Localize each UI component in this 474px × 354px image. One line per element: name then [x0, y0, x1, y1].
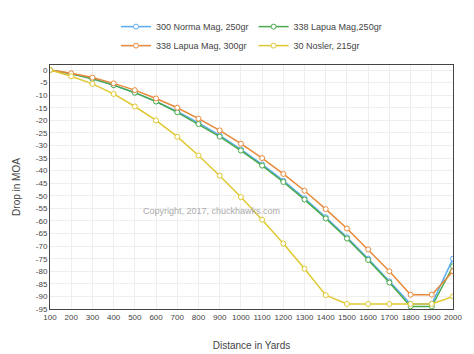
svg-text:1900: 1900	[423, 313, 441, 322]
svg-text:600: 600	[149, 313, 163, 322]
svg-text:200: 200	[65, 313, 79, 322]
svg-text:-85: -85	[36, 280, 48, 289]
svg-text:-95: -95	[36, 305, 48, 314]
svg-text:1300: 1300	[296, 313, 314, 322]
svg-text:-25: -25	[36, 129, 48, 138]
svg-text:-20: -20	[36, 116, 48, 125]
svg-text:-40: -40	[36, 166, 48, 175]
svg-text:-50: -50	[36, 192, 48, 201]
svg-text:-60: -60	[36, 217, 48, 226]
svg-text:900: 900	[213, 313, 227, 322]
svg-text:300: 300	[86, 313, 100, 322]
svg-text:Drop in MOA: Drop in MOA	[11, 158, 22, 216]
svg-text:400: 400	[107, 313, 121, 322]
svg-text:1500: 1500	[338, 313, 356, 322]
svg-text:0: 0	[43, 66, 48, 75]
svg-text:-65: -65	[36, 229, 48, 238]
svg-text:Distance in Yards: Distance in Yards	[213, 340, 290, 351]
svg-text:-5: -5	[40, 78, 48, 87]
svg-text:1700: 1700	[380, 313, 398, 322]
svg-text:-90: -90	[36, 292, 48, 301]
svg-text:-15: -15	[36, 104, 48, 113]
svg-text:2000: 2000	[444, 313, 462, 322]
svg-text:300 Norma Mag, 250gr: 300 Norma Mag, 250gr	[156, 22, 249, 32]
svg-text:-70: -70	[36, 242, 48, 251]
svg-text:-45: -45	[36, 179, 48, 188]
svg-text:-55: -55	[36, 204, 48, 213]
svg-text:338 Lapua Mag, 300gr: 338 Lapua Mag, 300gr	[156, 41, 247, 51]
svg-text:1600: 1600	[359, 313, 377, 322]
svg-text:30 Nosler, 215gr: 30 Nosler, 215gr	[294, 41, 360, 51]
svg-text:800: 800	[192, 313, 206, 322]
svg-text:1200: 1200	[274, 313, 292, 322]
svg-text:700: 700	[171, 313, 185, 322]
svg-text:1000: 1000	[232, 313, 250, 322]
svg-text:-35: -35	[36, 154, 48, 163]
svg-text:-75: -75	[36, 254, 48, 263]
svg-text:1800: 1800	[402, 313, 420, 322]
svg-text:-80: -80	[36, 267, 48, 276]
svg-text:-10: -10	[36, 91, 48, 100]
svg-text:-30: -30	[36, 141, 48, 150]
svg-text:100: 100	[43, 313, 57, 322]
svg-text:338 Lapua Mag,250gr: 338 Lapua Mag,250gr	[294, 22, 382, 32]
svg-text:1400: 1400	[317, 313, 335, 322]
svg-text:Copyright, 2017, chuckhawks.co: Copyright, 2017, chuckhawks.com	[143, 206, 280, 216]
svg-text:500: 500	[128, 313, 142, 322]
svg-text:1100: 1100	[254, 313, 272, 322]
